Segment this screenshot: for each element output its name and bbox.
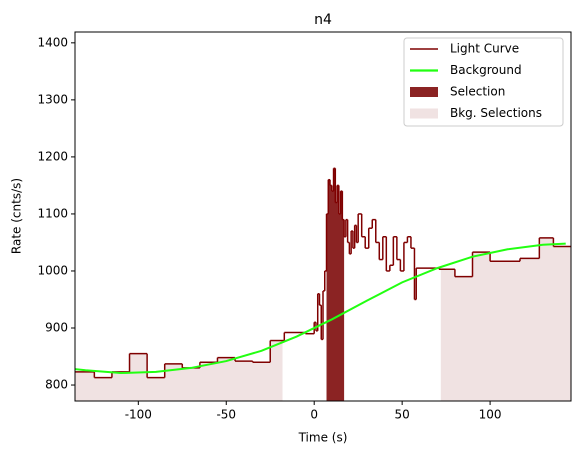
x-tick-label: 50 xyxy=(395,408,410,422)
legend-label: Background xyxy=(450,63,522,77)
x-tick-label: 100 xyxy=(479,408,502,422)
legend-swatch xyxy=(410,108,438,119)
y-tick-label: 1200 xyxy=(37,149,68,163)
y-tick-label: 800 xyxy=(45,378,68,392)
legend-swatch xyxy=(410,87,438,97)
y-axis-label: Rate (cnts/s) xyxy=(10,178,24,254)
legend-box xyxy=(403,37,564,127)
legend-label: Light Curve xyxy=(450,42,519,56)
bkg-selection xyxy=(75,168,283,401)
x-tick-label: -100 xyxy=(125,408,152,422)
x-tick-label: 0 xyxy=(310,408,318,422)
x-axis-label: Time (s) xyxy=(298,431,348,445)
y-tick-label: 1000 xyxy=(37,263,68,277)
background-curve xyxy=(75,242,566,375)
chart-title: n4 xyxy=(314,12,332,28)
legend-label: Selection xyxy=(450,85,505,99)
legend-label: Bkg. Selections xyxy=(450,106,542,120)
y-tick-label: 1100 xyxy=(37,206,68,220)
selection xyxy=(326,168,345,401)
y-tick-label: 900 xyxy=(45,320,68,334)
x-tick-label: -50 xyxy=(216,408,236,422)
y-tick-label: 1400 xyxy=(37,35,68,49)
y-tick-label: 1300 xyxy=(37,92,68,106)
axes-frame xyxy=(74,31,572,402)
